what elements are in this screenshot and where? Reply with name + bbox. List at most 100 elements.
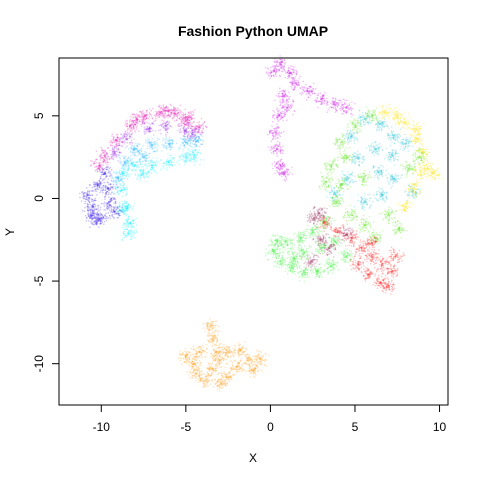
data-point: [146, 145, 149, 148]
data-point: [309, 90, 311, 92]
data-point: [113, 197, 115, 199]
data-point: [136, 145, 139, 147]
data-point: [338, 99, 341, 102]
data-point: [185, 128, 187, 131]
data-point: [393, 107, 396, 109]
data-point: [183, 122, 185, 125]
data-point: [414, 183, 417, 186]
data-point: [410, 190, 413, 192]
data-point: [394, 123, 397, 126]
data-point: [150, 110, 152, 112]
data-point: [142, 144, 144, 147]
data-point: [128, 124, 132, 127]
data-point: [97, 217, 99, 220]
data-point: [184, 132, 186, 135]
data-point: [94, 170, 97, 172]
data-point: [86, 190, 89, 192]
data-point: [106, 166, 109, 168]
data-point: [104, 186, 107, 189]
data-point: [277, 172, 280, 175]
data-point: [182, 121, 184, 123]
data-point: [283, 130, 285, 133]
data-point: [136, 148, 138, 150]
data-point: [290, 85, 292, 88]
data-point: [128, 209, 131, 212]
data-point: [103, 152, 105, 155]
data-point: [95, 199, 97, 202]
data-point: [165, 106, 167, 109]
data-point: [379, 193, 382, 196]
data-point: [187, 119, 189, 122]
data-point: [341, 108, 344, 111]
data-point: [116, 138, 119, 140]
data-point: [169, 125, 171, 127]
data-point: [382, 107, 385, 110]
data-point: [113, 141, 116, 144]
data-point: [155, 172, 158, 174]
data-point: [378, 186, 380, 189]
data-point: [106, 154, 109, 156]
data-point: [148, 156, 150, 158]
data-point: [354, 102, 356, 105]
data-point: [144, 171, 147, 173]
data-point: [134, 154, 136, 157]
data-point: [396, 112, 399, 115]
data-point: [394, 139, 396, 141]
data-point: [192, 112, 195, 114]
data-point: [299, 87, 301, 89]
data-point: [163, 110, 165, 113]
data-point: [94, 166, 96, 169]
data-point: [193, 156, 196, 159]
data-point: [171, 161, 174, 163]
data-point: [122, 237, 124, 239]
data-point: [131, 123, 133, 125]
data-point: [155, 113, 157, 116]
data-point: [150, 128, 153, 130]
data-point: [292, 77, 295, 79]
data-point: [95, 158, 98, 161]
data-point: [431, 176, 434, 178]
data-point: [140, 111, 142, 114]
data-point: [192, 113, 194, 116]
data-point: [95, 150, 98, 153]
data-point: [101, 182, 103, 184]
data-point: [108, 214, 111, 217]
data-point: [285, 177, 288, 180]
data-point: [96, 167, 99, 169]
data-point: [124, 133, 126, 136]
data-point: [355, 136, 358, 139]
data-point: [365, 146, 368, 149]
data-point: [143, 115, 145, 118]
data-point: [385, 174, 387, 177]
data-point: [205, 126, 208, 128]
data-point: [198, 145, 201, 148]
data-point: [141, 119, 144, 121]
data-point: [177, 112, 179, 115]
data-point: [350, 115, 353, 118]
data-point: [182, 117, 184, 120]
data-point: [278, 134, 281, 136]
data-point: [131, 132, 133, 134]
data-point: [292, 100, 295, 103]
data-point: [288, 91, 290, 93]
data-point: [133, 113, 136, 116]
data-point: [356, 140, 359, 142]
data-point: [142, 113, 145, 116]
data-point: [279, 118, 282, 120]
data-point: [106, 152, 109, 155]
data-point: [382, 199, 384, 201]
data-point: [135, 217, 138, 220]
data-point: [173, 116, 175, 119]
data-point: [179, 123, 181, 125]
data-point: [146, 165, 149, 167]
data-point: [148, 126, 151, 128]
data-point: [144, 122, 146, 125]
data-point: [379, 173, 382, 175]
data-point: [179, 104, 182, 107]
data-point: [156, 165, 158, 168]
data-point: [158, 113, 161, 116]
data-point: [106, 161, 109, 164]
data-point: [91, 190, 94, 193]
data-point: [349, 130, 352, 133]
data-point: [371, 150, 374, 152]
